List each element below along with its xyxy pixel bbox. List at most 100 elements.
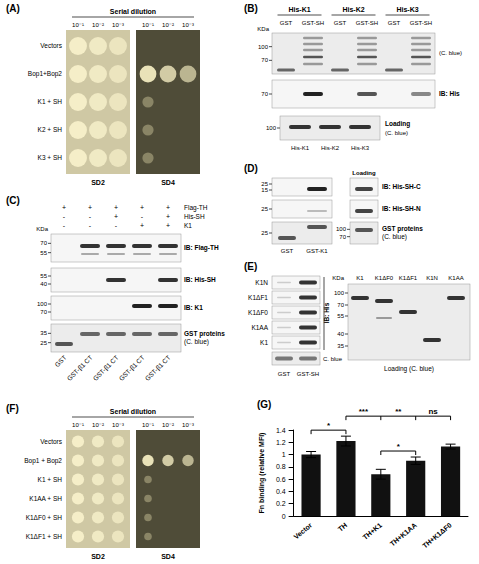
svg-text:His-K3: His-K3 — [396, 6, 418, 13]
svg-text:(E): (E) — [244, 261, 257, 272]
svg-text:10⁻²: 10⁻² — [92, 22, 104, 28]
svg-text:TH+K1AA: TH+K1AA — [389, 521, 418, 547]
svg-text:+: + — [140, 204, 144, 211]
svg-text:-: - — [63, 222, 66, 229]
svg-text:K1N: K1N — [255, 279, 268, 286]
svg-text:Vector: Vector — [292, 521, 313, 540]
svg-text:(C. blue): (C. blue) — [382, 233, 407, 241]
svg-text:Loading: Loading — [352, 170, 376, 176]
svg-text:+: + — [114, 204, 118, 211]
svg-text:10⁻²: 10⁻² — [162, 22, 174, 28]
svg-text:His-K1: His-K1 — [291, 145, 310, 151]
svg-text:ns: ns — [428, 407, 438, 416]
svg-text:K1 + SH: K1 + SH — [38, 476, 63, 483]
svg-text:10⁻¹: 10⁻¹ — [142, 422, 154, 428]
svg-text:10⁻³: 10⁻³ — [182, 422, 194, 428]
svg-text:10⁻²: 10⁻² — [162, 422, 174, 428]
svg-text:(C. blue): (C. blue) — [385, 130, 408, 136]
svg-text:100: 100 — [266, 125, 277, 131]
svg-text:-: - — [141, 213, 144, 220]
svg-text:(C. blue): (C. blue) — [439, 50, 462, 56]
svg-text:K2 + SH: K2 + SH — [38, 126, 63, 133]
svg-text:K1 + SH: K1 + SH — [38, 98, 63, 105]
svg-text:25: 25 — [261, 230, 268, 236]
svg-text:Loading: Loading — [385, 120, 410, 128]
svg-text:40: 40 — [40, 281, 47, 287]
svg-text:+: + — [62, 204, 66, 211]
svg-text:10⁻¹: 10⁻¹ — [72, 22, 84, 28]
svg-text:0.4: 0.4 — [276, 488, 286, 495]
svg-text:70: 70 — [40, 309, 47, 315]
svg-text:70: 70 — [40, 240, 47, 246]
svg-text:IB: K1: IB: K1 — [184, 304, 203, 311]
svg-text:100: 100 — [258, 44, 269, 50]
svg-text:SD2: SD2 — [91, 553, 105, 560]
svg-text:K1ΔF1: K1ΔF1 — [248, 294, 268, 301]
svg-text:KDa: KDa — [36, 226, 48, 232]
svg-text:TH+K1: TH+K1 — [361, 521, 383, 541]
svg-text:GST-SH: GST-SH — [410, 20, 432, 26]
svg-text:GST-K1: GST-K1 — [306, 248, 328, 254]
svg-text:GST proteins: GST proteins — [382, 225, 423, 233]
svg-text:K1: K1 — [184, 222, 192, 229]
svg-text:K1N: K1N — [426, 275, 438, 281]
svg-text:+: + — [166, 204, 170, 211]
svg-text:10⁻²: 10⁻² — [92, 422, 104, 428]
svg-text:K1AA: K1AA — [251, 324, 268, 331]
svg-text:(G): (G) — [257, 399, 271, 410]
svg-text:His-SH: His-SH — [184, 213, 205, 220]
svg-text:1: 1 — [282, 451, 286, 458]
svg-text:His-K2: His-K2 — [321, 145, 340, 151]
svg-text:-: - — [89, 213, 92, 220]
svg-text:K1AA + SH: K1AA + SH — [29, 495, 62, 502]
svg-text:Serial dilution: Serial dilution — [110, 408, 156, 415]
svg-text:**: ** — [395, 407, 402, 416]
svg-text:K1: K1 — [260, 339, 268, 346]
svg-text:K1ΔF0 + SH: K1ΔF0 + SH — [26, 514, 63, 521]
svg-text:GST: GST — [280, 20, 293, 26]
svg-text:GST-β1 CT: GST-β1 CT — [65, 354, 94, 383]
svg-text:GST-β1 CT: GST-β1 CT — [117, 354, 146, 383]
svg-text:70: 70 — [261, 91, 268, 97]
svg-text:IB: His-SH-N: IB: His-SH-N — [382, 205, 421, 212]
svg-text:IB: Flag-TH: IB: Flag-TH — [184, 244, 219, 252]
svg-text:10⁻¹: 10⁻¹ — [72, 422, 84, 428]
svg-text:(A): (A) — [6, 3, 20, 14]
svg-text:GST proteins: GST proteins — [184, 330, 225, 338]
svg-text:35: 35 — [337, 343, 344, 349]
svg-text:10⁻³: 10⁻³ — [182, 22, 194, 28]
svg-text:*: * — [327, 421, 331, 430]
svg-text:0.2: 0.2 — [276, 500, 286, 507]
svg-text:His-K2: His-K2 — [342, 6, 364, 13]
svg-text:35: 35 — [40, 330, 47, 336]
svg-text:100: 100 — [334, 290, 345, 296]
svg-text:GST: GST — [53, 354, 67, 368]
svg-text:***: *** — [359, 407, 369, 416]
svg-text:*: * — [397, 442, 401, 451]
svg-text:IB: His: IB: His — [323, 302, 330, 323]
svg-text:-: - — [63, 213, 66, 220]
svg-text:GST-SH: GST-SH — [297, 371, 319, 377]
svg-text:K1ΔF0: K1ΔF0 — [248, 309, 268, 316]
svg-text:25: 25 — [40, 340, 47, 346]
svg-text:0: 0 — [282, 513, 286, 520]
svg-text:100: 100 — [37, 301, 48, 307]
svg-text:K1AA: K1AA — [448, 275, 463, 281]
svg-text:Vectors: Vectors — [40, 438, 62, 445]
svg-text:(C. blue): (C. blue) — [184, 338, 209, 346]
svg-text:100: 100 — [336, 226, 347, 232]
svg-text:10⁻³: 10⁻³ — [112, 22, 124, 28]
svg-text:KDa: KDa — [257, 26, 269, 32]
svg-text:Bop1 + Bop2: Bop1 + Bop2 — [24, 457, 62, 465]
svg-text:+: + — [114, 213, 118, 220]
svg-text:55: 55 — [40, 250, 47, 256]
svg-text:0.8: 0.8 — [276, 463, 286, 470]
svg-text:1.2: 1.2 — [276, 439, 286, 446]
svg-text:K1ΔF1: K1ΔF1 — [399, 275, 418, 281]
svg-text:GST-β1 CT: GST-β1 CT — [91, 354, 120, 383]
svg-text:GST: GST — [281, 248, 294, 254]
svg-text:TH: TH — [337, 521, 349, 532]
svg-text:SD4: SD4 — [161, 179, 175, 186]
svg-text:(C): (C) — [6, 195, 20, 206]
svg-text:70: 70 — [261, 57, 268, 63]
